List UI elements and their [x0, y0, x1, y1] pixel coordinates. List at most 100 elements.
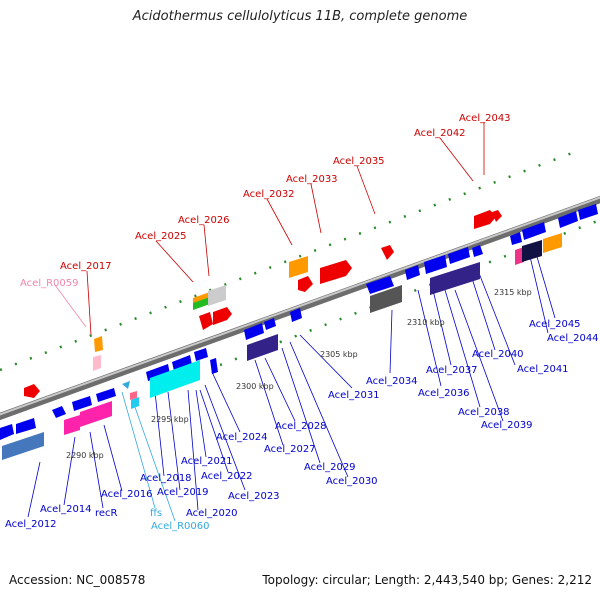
gene-feature	[244, 323, 264, 340]
leader-lines	[86, 122, 485, 336]
scale-label: 2305 kbp	[320, 350, 358, 359]
leader-lines-rna	[121, 391, 176, 522]
gene-label[interactable]: Acel_R0059	[20, 278, 79, 289]
gene-label[interactable]: Acel_2033	[286, 174, 338, 185]
gene-feature	[172, 355, 192, 371]
gene-label[interactable]: Acel_2042	[414, 128, 466, 139]
gene-feature	[199, 312, 213, 330]
gene-label[interactable]: Acel_2035	[333, 156, 385, 167]
gene-feature	[146, 364, 170, 381]
gene-feature	[0, 424, 14, 440]
gene-feature	[578, 204, 598, 220]
gene-feature	[264, 318, 276, 330]
gene-feature	[298, 276, 313, 292]
scale-label: 2300 kbp	[236, 382, 274, 391]
gene-feature	[289, 256, 308, 278]
forward-genes[interactable]	[24, 210, 562, 398]
gene-label[interactable]: Acel_2043	[459, 113, 511, 124]
product-box	[131, 397, 139, 409]
gene-feature	[472, 245, 483, 257]
gene-label[interactable]: Acel_2016	[101, 489, 153, 500]
product-box	[247, 334, 278, 361]
product-box	[515, 247, 524, 265]
gene-label[interactable]: Acel_2041	[517, 364, 569, 375]
product-box	[2, 432, 44, 460]
gene-feature	[366, 276, 394, 294]
gene-feature	[93, 355, 101, 371]
gene-label[interactable]: Acel_2045	[529, 319, 581, 330]
gene-label[interactable]: Acel_2012	[5, 519, 57, 530]
gene-feature	[210, 358, 218, 374]
gene-label[interactable]: Acel_2014	[40, 504, 92, 515]
product-box	[150, 360, 200, 398]
gene-label[interactable]: Acel_2025	[135, 231, 187, 242]
gene-feature	[522, 222, 546, 240]
gene-label[interactable]: recR	[95, 508, 118, 519]
gene-label[interactable]: Acel_2019	[157, 487, 209, 498]
reverse-genes[interactable]	[0, 204, 598, 440]
gene-feature	[424, 255, 447, 274]
gene-feature	[72, 396, 92, 411]
gene-feature	[194, 348, 208, 361]
gene-feature	[290, 308, 302, 322]
product-box	[64, 415, 80, 435]
gene-label[interactable]: Acel_R0060	[151, 521, 210, 532]
gene-feature	[24, 384, 40, 398]
gene-label[interactable]: Acel_2021	[181, 456, 233, 467]
gene-feature	[405, 265, 420, 280]
gene-feature	[52, 406, 66, 418]
gene-label[interactable]: Acel_2039	[481, 420, 533, 431]
gene-feature	[193, 297, 210, 310]
gene-label[interactable]: Acel_2024	[216, 432, 268, 443]
gene-feature	[448, 247, 470, 264]
gene-label[interactable]: Acel_2022	[201, 471, 253, 482]
gene-label[interactable]: Acel_2029	[304, 462, 356, 473]
scale-label: 2290 kbp	[66, 451, 104, 460]
product-box	[370, 285, 402, 313]
gene-feature	[213, 307, 232, 325]
gene-label[interactable]: Acel_2044	[547, 333, 599, 344]
genome-stats: Topology: circular; Length: 2,443,540 bp…	[262, 573, 592, 587]
gene-feature	[320, 260, 352, 284]
gene-label[interactable]: Acel_2027	[264, 444, 316, 455]
product-box	[130, 391, 137, 400]
gene-label[interactable]: Acel_2028	[275, 421, 327, 432]
gene-feature	[94, 336, 103, 352]
gene-label[interactable]: Acel_2036	[418, 388, 470, 399]
gene-feature	[510, 232, 522, 245]
product-box	[80, 401, 112, 427]
genome-backbone-highlight	[0, 196, 600, 416]
gene-feature	[492, 210, 502, 222]
gene-label[interactable]: Acel_2020	[186, 508, 238, 519]
scale-label: 2295 kbp	[151, 415, 189, 424]
gene-feature	[558, 211, 578, 228]
gene-label[interactable]: Acel_2031	[328, 390, 380, 401]
gene-feature	[381, 245, 394, 260]
gene-label[interactable]: Acel_2038	[458, 407, 510, 418]
product-box	[430, 262, 480, 295]
gene-feature	[16, 418, 36, 434]
gene-label[interactable]: Acel_2037	[426, 365, 478, 376]
gene-feature	[543, 233, 562, 253]
leader-lines-bottom	[27, 247, 556, 518]
gene-label[interactable]: Acel_2026	[178, 215, 230, 226]
gene-label[interactable]: Acel_2030	[326, 476, 378, 487]
product-boxes[interactable]	[2, 240, 542, 460]
gene-label[interactable]: Acel_2032	[243, 189, 295, 200]
gene-label[interactable]: Acel_2034	[366, 376, 418, 387]
gene-feature	[96, 388, 116, 402]
gene-label[interactable]: Acel_2018	[140, 473, 192, 484]
gene-feature	[208, 285, 226, 306]
gene-feature	[122, 381, 130, 389]
gene-label[interactable]: Acel_2023	[228, 491, 280, 502]
gene-label[interactable]: Acel_2017	[60, 261, 112, 272]
gene-label[interactable]: Acel_2040	[472, 349, 524, 360]
product-box	[522, 240, 542, 262]
scale-label: 2310 kbp	[407, 318, 445, 327]
gene-label[interactable]: ffs	[150, 508, 162, 519]
gene-feature	[474, 210, 496, 229]
scale-label: 2315 kbp	[494, 288, 532, 297]
leader-rna-top	[54, 284, 87, 328]
map-title: Acidothermus cellulolyticus 11B, complet…	[132, 9, 468, 24]
